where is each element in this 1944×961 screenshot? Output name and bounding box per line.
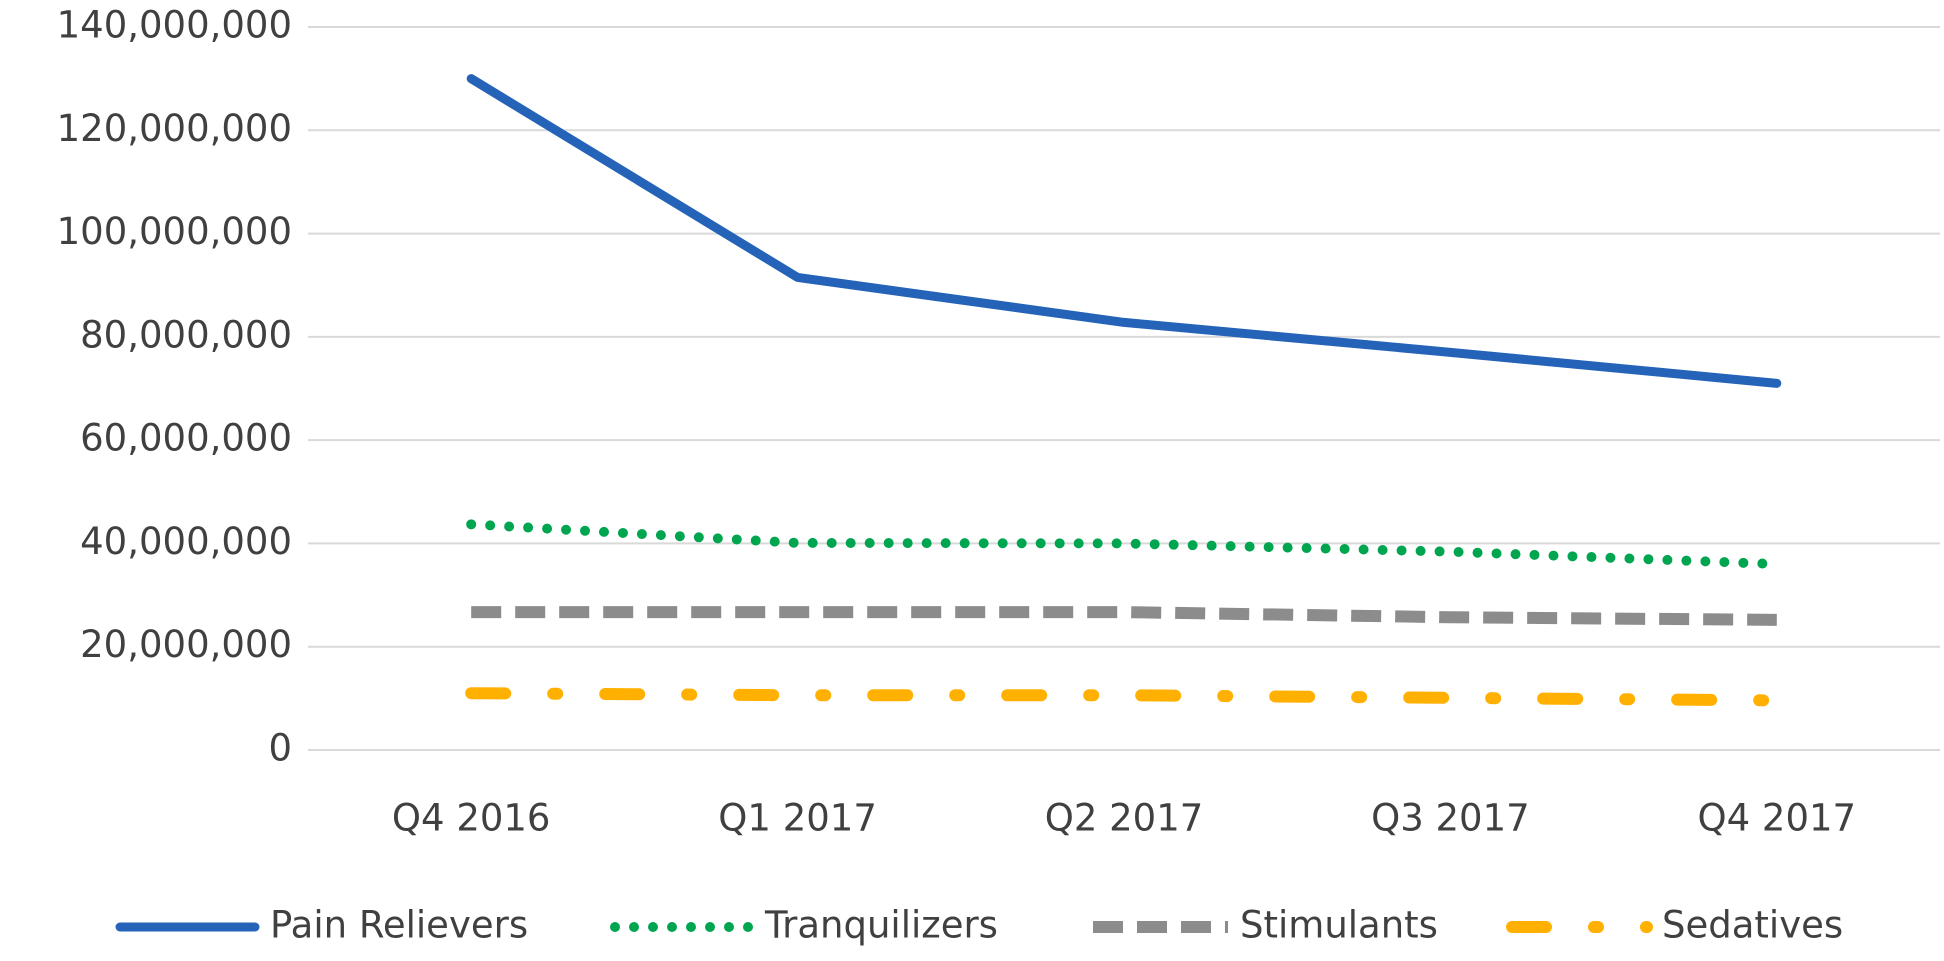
y-tick-label: 40,000,000	[80, 520, 292, 563]
y-tick-label: 0	[268, 727, 292, 770]
y-tick-label: 140,000,000	[57, 4, 292, 47]
x-tick-label: Q4 2017	[1698, 797, 1857, 840]
y-tick-label: 100,000,000	[57, 210, 292, 253]
series-line	[466, 74, 1782, 388]
x-tick-label: Q2 2017	[1045, 797, 1204, 840]
x-tick-label: Q3 2017	[1371, 797, 1530, 840]
y-tick-label: 80,000,000	[80, 313, 292, 356]
series-line	[471, 606, 1777, 626]
legend-label: Pain Relievers	[270, 904, 528, 947]
legend-label: Sedatives	[1662, 904, 1843, 947]
y-tick-label: 60,000,000	[80, 417, 292, 460]
legend-label: Tranquilizers	[764, 904, 998, 947]
series-line	[465, 687, 1783, 707]
x-tick-label: Q4 2016	[392, 797, 551, 840]
y-tick-label: 120,000,000	[57, 107, 292, 150]
y-tick-label: 20,000,000	[80, 623, 292, 666]
x-tick-label: Q1 2017	[718, 797, 877, 840]
legend-label: Stimulants	[1240, 904, 1438, 947]
